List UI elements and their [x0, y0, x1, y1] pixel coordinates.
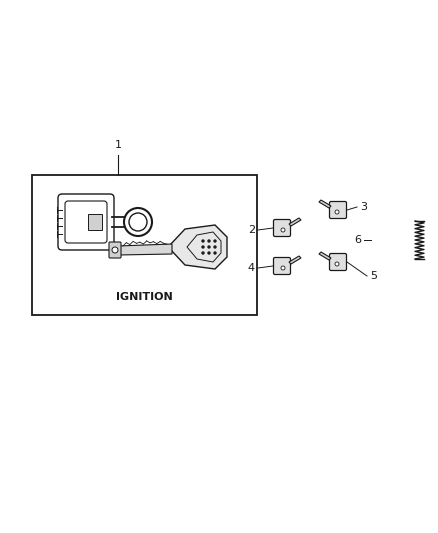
Circle shape: [129, 213, 147, 231]
Circle shape: [281, 228, 285, 232]
Circle shape: [335, 210, 339, 214]
Polygon shape: [118, 244, 172, 255]
Polygon shape: [289, 218, 301, 226]
Polygon shape: [319, 200, 331, 208]
Polygon shape: [170, 225, 227, 269]
Circle shape: [281, 266, 285, 270]
Circle shape: [208, 246, 210, 248]
FancyBboxPatch shape: [273, 220, 290, 237]
Bar: [32, 175, 257, 315]
Text: 5: 5: [370, 271, 377, 281]
Circle shape: [214, 240, 216, 242]
Circle shape: [208, 252, 210, 254]
Bar: [88, 214, 102, 230]
Circle shape: [214, 246, 216, 248]
Polygon shape: [319, 252, 331, 260]
Circle shape: [112, 247, 118, 253]
Text: 6: 6: [354, 235, 361, 245]
Text: 3: 3: [360, 202, 367, 212]
FancyBboxPatch shape: [329, 201, 346, 219]
Circle shape: [124, 208, 152, 236]
Text: 2: 2: [248, 225, 255, 235]
Circle shape: [208, 240, 210, 242]
Circle shape: [335, 262, 339, 266]
Text: IGNITION: IGNITION: [116, 292, 173, 302]
Text: 4: 4: [248, 263, 255, 273]
Polygon shape: [289, 256, 301, 264]
Circle shape: [202, 240, 204, 242]
Circle shape: [214, 252, 216, 254]
Circle shape: [202, 246, 204, 248]
Circle shape: [202, 252, 204, 254]
FancyBboxPatch shape: [273, 257, 290, 274]
FancyBboxPatch shape: [109, 242, 121, 258]
FancyBboxPatch shape: [329, 254, 346, 271]
Text: 1: 1: [114, 140, 121, 150]
